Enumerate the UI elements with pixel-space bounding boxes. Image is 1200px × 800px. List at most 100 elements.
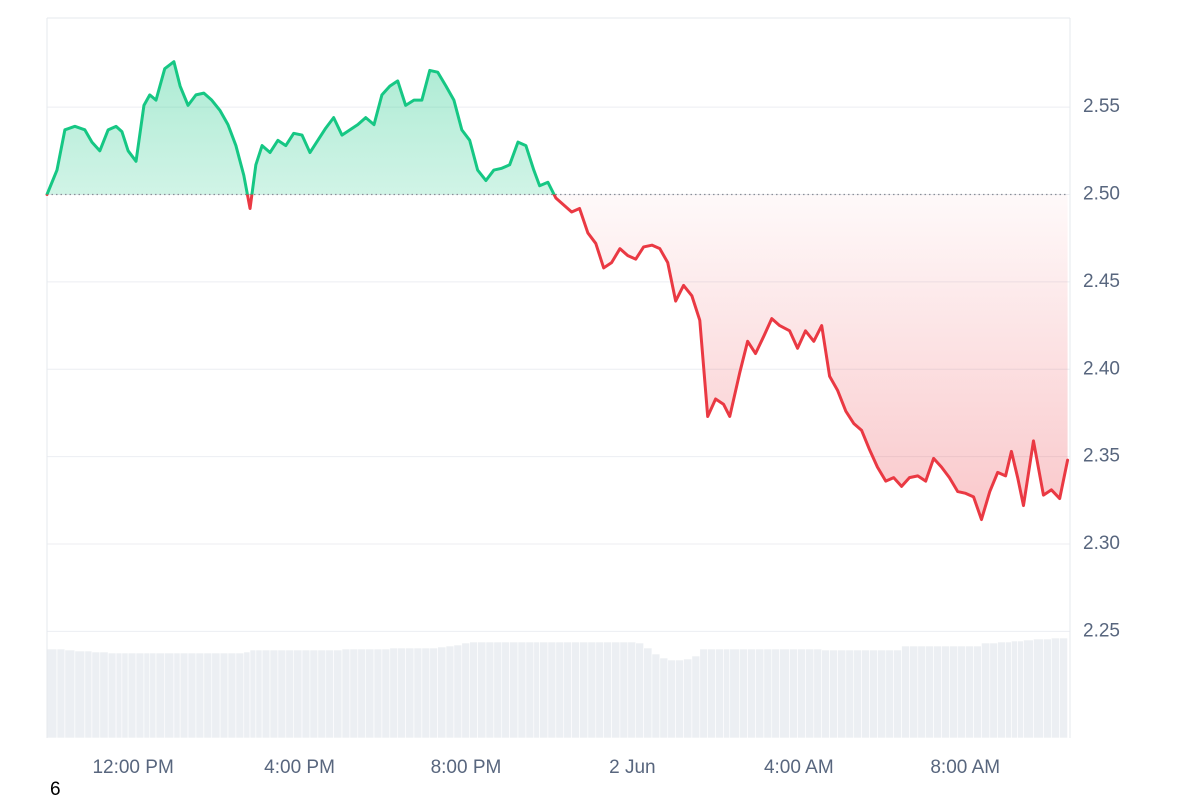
volume-bar [869, 649, 878, 739]
volume-bar [547, 641, 557, 739]
volume-bar [269, 649, 279, 739]
volume-bar [211, 652, 221, 739]
volume-bar [277, 649, 287, 739]
volume-bar [99, 651, 109, 739]
volume-bar [64, 649, 76, 739]
volume-bar [965, 645, 974, 739]
volume-bar [755, 648, 765, 739]
volume-bar [121, 652, 129, 739]
x-tick-label: 8:00 AM [930, 757, 1000, 778]
volume-bar [571, 641, 580, 739]
y-tick-label: 2.30 [1083, 533, 1120, 554]
y-tick-label: 2.55 [1083, 96, 1120, 117]
x-tick-label: 4:00 PM [264, 757, 335, 778]
volume-bar [365, 648, 375, 739]
volume-bar [56, 648, 66, 739]
volume-bar [429, 647, 438, 739]
volume-bar [445, 645, 455, 739]
volume-bar [771, 648, 780, 739]
volume-bar [509, 641, 519, 739]
volume-bar [949, 645, 959, 739]
volume-bar [501, 641, 510, 739]
volume-bar [659, 657, 669, 739]
volume-bar [861, 649, 870, 739]
volume-bar [381, 648, 391, 739]
volume-bar [173, 652, 181, 739]
volume-bar [909, 645, 919, 739]
volume-bar [563, 641, 572, 739]
volume-bar [149, 652, 157, 739]
volume-bar [675, 659, 684, 739]
y-tick-label: 2.45 [1083, 271, 1120, 292]
volume-bar [779, 648, 790, 739]
plot-layer [45, 60, 1070, 522]
area [47, 61, 1068, 520]
volume-bar [651, 653, 661, 739]
volume-bar [893, 649, 902, 739]
volume-bar [301, 649, 311, 739]
volume-bar [901, 645, 910, 739]
volume-bar [437, 646, 447, 739]
volume-bar [179, 652, 189, 739]
volume-bar [627, 641, 637, 739]
volume-bar [227, 652, 237, 739]
volume-bar [813, 648, 822, 739]
volume-bar [747, 648, 756, 739]
volume-bar [821, 649, 830, 739]
volume-bar [539, 641, 549, 739]
volume-bar [397, 647, 406, 739]
volume-bar [203, 652, 213, 739]
volume-bar [453, 644, 463, 739]
y-tick-label: 2.35 [1083, 446, 1120, 467]
volume-bar [155, 652, 166, 739]
volume-bar [219, 652, 229, 739]
y-tick-label: 2.50 [1083, 184, 1120, 205]
volume-bar [91, 651, 101, 739]
volume-bar [925, 645, 934, 739]
volume-bar [707, 648, 716, 739]
volume-bar [1005, 641, 1012, 739]
volume-bar [1023, 639, 1034, 739]
volume-bar [981, 642, 991, 739]
volume-bar [611, 641, 621, 739]
volume-bar [973, 645, 982, 739]
volume-bar [261, 649, 271, 739]
volume-bar [74, 650, 86, 739]
volume-bar [555, 641, 565, 739]
volume-bar [739, 648, 748, 739]
volume-bar [837, 649, 847, 739]
price-line [45, 60, 1070, 522]
volume-bar [107, 652, 117, 739]
volume-bar [249, 649, 257, 739]
annotation: 6 [50, 779, 61, 800]
volume-bar [469, 641, 478, 739]
volume-bar [763, 648, 773, 739]
volume-bar [255, 649, 263, 739]
volume-bar [933, 645, 942, 739]
volume-bar [1011, 640, 1018, 739]
volume-bar [917, 645, 927, 739]
volume-layer [46, 637, 1068, 739]
volume-bar [579, 641, 589, 739]
volume-bar [699, 648, 708, 739]
volume-bar [135, 652, 145, 739]
volume-bar [715, 648, 724, 739]
volume-bar [853, 649, 862, 739]
y-tick-label: 2.40 [1083, 358, 1120, 379]
volume-bar [127, 652, 137, 739]
volume-bar [595, 641, 604, 739]
volume-bar [789, 648, 798, 739]
volume-bar [187, 652, 197, 739]
volume-bar [235, 652, 245, 739]
volume-bar [293, 649, 303, 739]
volume-bar [341, 648, 351, 739]
volume-bar [877, 649, 887, 739]
volume-bar [373, 648, 383, 739]
volume-bar [1017, 640, 1024, 739]
volume-bar [333, 649, 343, 739]
volume-bar [243, 651, 251, 739]
volume-bar [413, 647, 423, 739]
volume-bar [405, 647, 415, 739]
volume-bar [517, 641, 527, 739]
volume-bar [829, 649, 838, 739]
